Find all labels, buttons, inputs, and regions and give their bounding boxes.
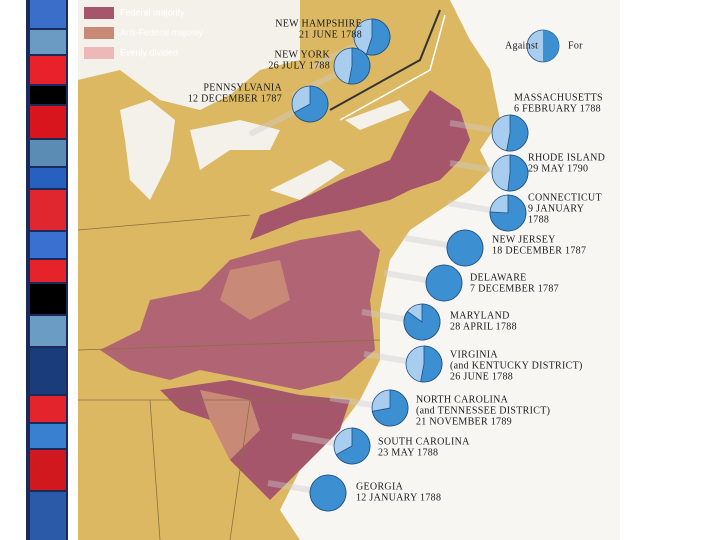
pie-for <box>365 18 391 56</box>
state-label: (and TENNESSEE DISTRICT) <box>416 405 550 416</box>
legend-swatch <box>84 47 114 59</box>
region <box>220 260 290 320</box>
pie-for <box>425 264 463 302</box>
state-label: NORTH CAROLINA <box>416 394 509 405</box>
state-label: RHODE ISLAND <box>528 152 605 163</box>
legend-label: Anti-Federal majority <box>120 27 204 37</box>
stripe <box>30 316 66 346</box>
lake <box>120 100 175 200</box>
border <box>329 9 441 111</box>
state-label: SOUTH CAROLINA <box>378 436 470 447</box>
pie-for <box>506 114 529 152</box>
pie-for <box>446 229 484 267</box>
stripe <box>30 260 66 282</box>
state-label: VIRGINIA <box>450 349 498 360</box>
pie-for <box>403 303 441 341</box>
stripe <box>30 396 66 422</box>
pie-for <box>348 47 371 85</box>
key-against: Against <box>505 40 538 51</box>
state-label: NEW YORK <box>275 49 331 60</box>
state-label: MASSACHUSETTS <box>514 92 603 103</box>
stripe <box>30 30 66 54</box>
stripe <box>30 140 66 166</box>
pie-for <box>371 389 409 427</box>
pie-for <box>507 154 529 192</box>
lake <box>345 100 410 130</box>
state-label: 6 FEBRUARY 1788 <box>514 103 601 114</box>
stripe-bar <box>26 0 68 540</box>
state-label: 1788 <box>528 214 549 225</box>
lake <box>190 120 280 170</box>
state-label: CONNECTICUT <box>528 192 602 203</box>
lake <box>270 160 345 200</box>
pie-for <box>420 345 443 383</box>
stripe <box>30 56 66 84</box>
border <box>77 214 381 540</box>
stripe <box>30 348 66 394</box>
stripe <box>30 492 66 540</box>
key-pie-half <box>543 30 559 62</box>
lake-area <box>78 0 300 110</box>
region <box>200 390 260 460</box>
state-label: 26 JUNE 1788 <box>450 371 513 382</box>
state-label: MARYLAND <box>450 310 510 321</box>
legend: Federal majority Anti-Federal majority Eve… <box>84 7 204 59</box>
stripe <box>30 450 66 490</box>
stripe <box>30 424 66 448</box>
state-label: 21 NOVEMBER 1789 <box>416 416 512 427</box>
state-label: NEW JERSEY <box>492 234 556 245</box>
stripe <box>30 190 66 230</box>
legend-swatch <box>84 27 114 39</box>
pie-for <box>489 194 527 232</box>
state-label: 12 DECEMBER 1787 <box>188 93 282 104</box>
legend-label: Federal majority <box>120 7 185 17</box>
stripe <box>30 0 66 28</box>
state-label: GEORGIA <box>356 481 404 492</box>
state-label: NEW HAMPSHIRE <box>275 18 362 29</box>
stripe <box>30 168 66 188</box>
border <box>339 14 446 121</box>
state-label: 29 MAY 1790 <box>528 163 588 174</box>
margin <box>620 0 720 540</box>
legend-label: Evenly divided <box>120 47 178 57</box>
stripe <box>30 86 66 104</box>
state-label: 26 JULY 1788 <box>268 60 330 71</box>
stripe <box>30 232 66 258</box>
state-label: 21 JUNE 1788 <box>299 29 362 40</box>
stripe <box>30 284 66 314</box>
legend-swatch <box>84 7 114 19</box>
state-label: 7 DECEMBER 1787 <box>470 283 559 294</box>
pie-for <box>309 474 347 512</box>
state-label: 9 JANUARY <box>528 203 584 214</box>
state-label: 23 MAY 1788 <box>378 447 438 458</box>
key-for: For <box>568 40 583 51</box>
state-label: DELAWARE <box>470 272 527 283</box>
region <box>250 90 470 240</box>
state-label: 18 DECEMBER 1787 <box>492 245 586 256</box>
state-label: PENNSYLVANIA <box>203 82 282 93</box>
state-label: (and KENTUCKY DISTRICT) <box>450 360 583 371</box>
state-label: 12 JANUARY 1788 <box>356 492 441 503</box>
stripe <box>30 106 66 138</box>
state-label: 28 APRIL 1788 <box>450 321 517 332</box>
pie-for <box>335 427 371 465</box>
pie-for <box>293 85 329 123</box>
